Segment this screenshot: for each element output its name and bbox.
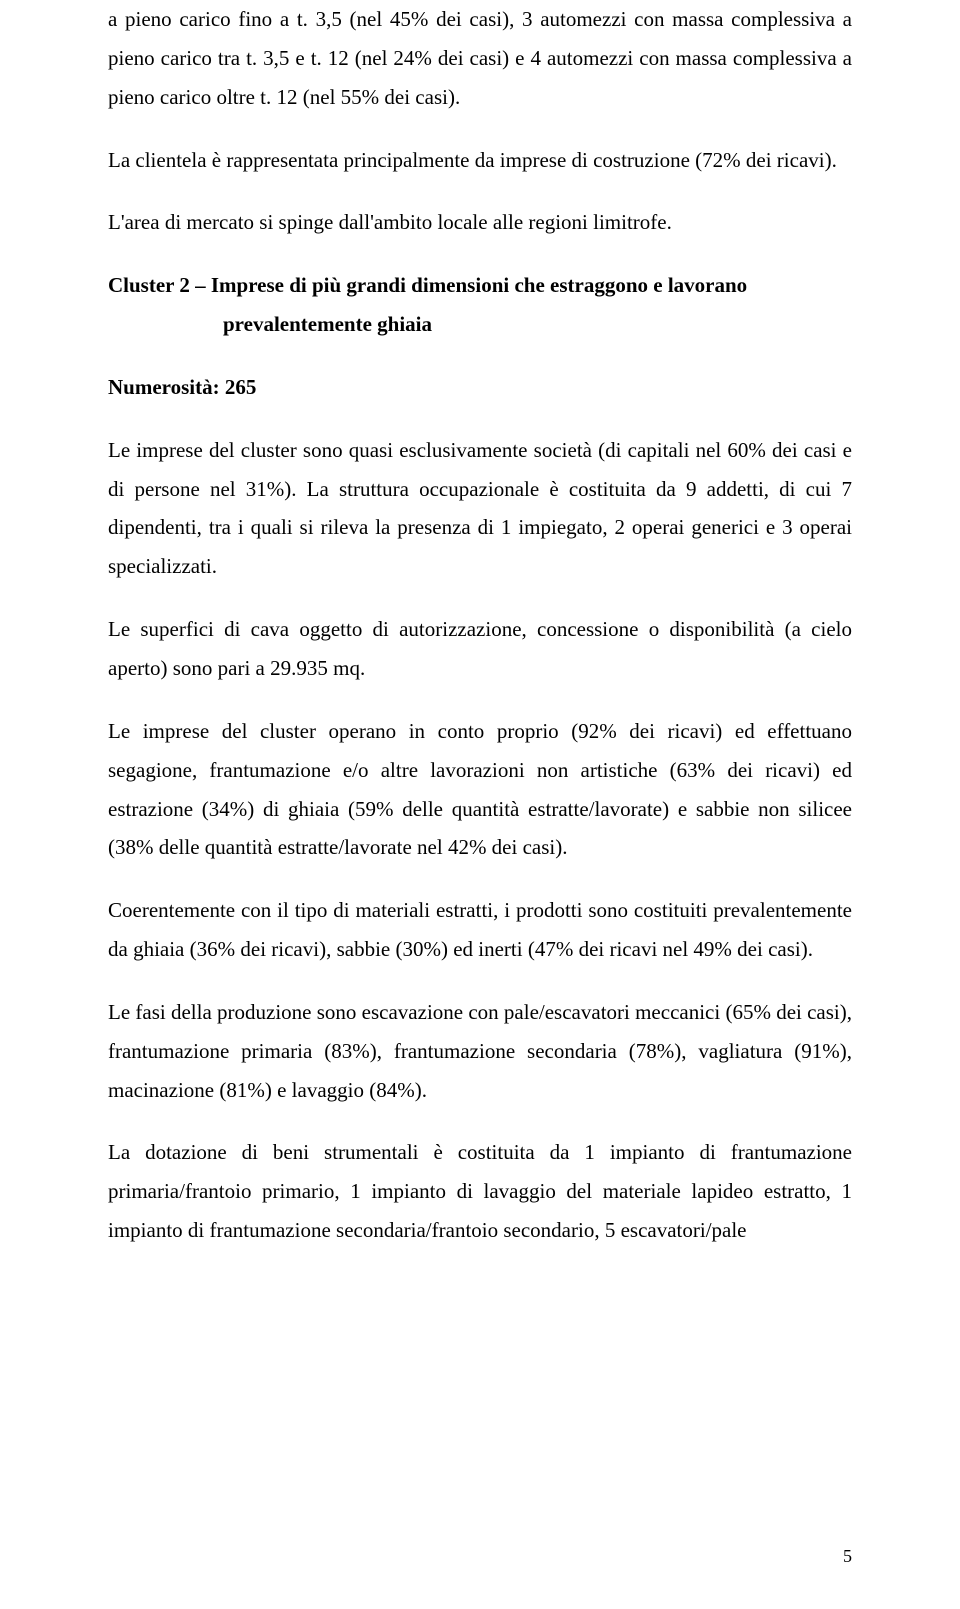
paragraph: Coerentemente con il tipo di materiali e… [108,891,852,969]
page-number: 5 [843,1546,852,1567]
paragraph: Le superfici di cava oggetto di autorizz… [108,610,852,688]
paragraph: L'area di mercato si spinge dall'ambito … [108,203,852,242]
heading-line: prevalentemente ghiaia [108,305,852,344]
paragraph: La clientela è rappresentata principalme… [108,141,852,180]
paragraph: a pieno carico fino a t. 3,5 (nel 45% de… [108,0,852,117]
heading-line: Cluster 2 – Imprese di più grandi dimens… [108,266,852,305]
cluster-heading: Cluster 2 – Imprese di più grandi dimens… [108,266,852,344]
paragraph: Le fasi della produzione sono escavazion… [108,993,852,1110]
paragraph: La dotazione di beni strumentali è costi… [108,1133,852,1250]
numerosita-label: Numerosità: 265 [108,368,852,407]
paragraph: Le imprese del cluster sono quasi esclus… [108,431,852,586]
paragraph: Le imprese del cluster operano in conto … [108,712,852,867]
document-page: a pieno carico fino a t. 3,5 (nel 45% de… [0,0,960,1609]
